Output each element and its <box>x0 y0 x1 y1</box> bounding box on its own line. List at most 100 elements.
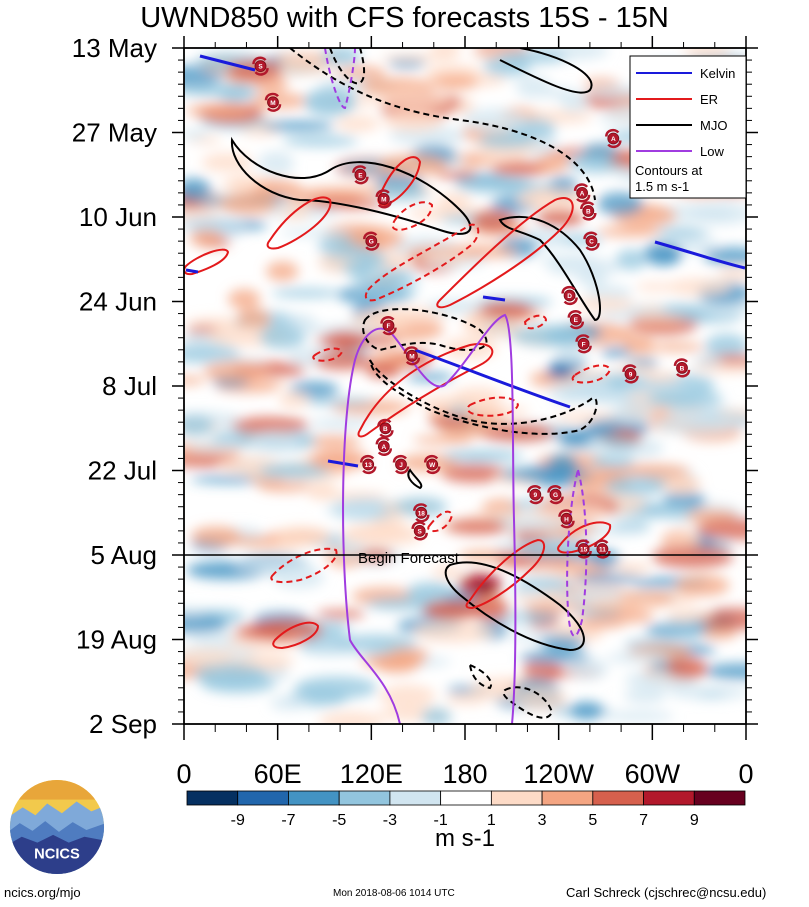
storm-label: E <box>574 317 579 324</box>
storm-label: B <box>680 365 685 372</box>
storm-label: 18 <box>418 510 426 517</box>
storm-symbol: E <box>567 310 585 330</box>
mjo-contour <box>502 686 554 719</box>
storm-label: S <box>418 528 423 535</box>
storm-symbol: H <box>558 509 575 529</box>
y-tick-label: 22 Jul <box>88 456 157 486</box>
x-tick-label: 180 <box>442 759 487 789</box>
filter-contours <box>184 48 746 724</box>
legend-box <box>629 55 747 199</box>
er-contour <box>272 621 320 650</box>
footer-site[interactable]: ncics.org/mjo <box>4 885 81 900</box>
y-tick-label: 2 Sep <box>89 709 157 739</box>
storm-symbol: 18 <box>413 503 430 523</box>
er-contour <box>266 196 332 250</box>
storm-label: B <box>383 426 388 433</box>
er-contour <box>427 510 454 533</box>
storm-symbol: M <box>403 346 421 366</box>
storm-symbol: B <box>673 358 691 378</box>
storm-symbol: M <box>375 189 393 209</box>
storm-label: M <box>381 196 386 203</box>
storm-symbol: A <box>573 183 591 203</box>
er-contour <box>391 201 434 232</box>
colorbar-label: 5 <box>588 812 597 829</box>
mjo-contour <box>362 308 488 352</box>
storm-symbol: 9 <box>527 485 544 505</box>
storm-label: 15 <box>580 547 588 554</box>
mjo-contour <box>499 48 593 94</box>
storm-label: H <box>564 516 569 523</box>
storm-symbol: D <box>561 285 578 306</box>
mjo-contour <box>468 663 493 690</box>
colorbar-swatch <box>186 790 239 806</box>
er-contour <box>436 197 574 309</box>
colorbar-label: -5 <box>332 812 346 829</box>
colorbar-label: -9 <box>231 812 245 829</box>
mjo-contour <box>329 48 366 85</box>
legend-label: Kelvin <box>700 66 735 81</box>
storm-label: G <box>553 492 558 499</box>
colorbar: -9 -7 -5 -3 -1 1 3 5 7 9 <box>186 790 746 829</box>
colorbar-label: 1 <box>487 812 496 829</box>
legend-label: MJO <box>700 118 727 133</box>
storm-label: E <box>358 172 363 179</box>
storm-symbol: B <box>377 418 394 438</box>
storm-symbol: F <box>575 334 592 354</box>
storm-label: D <box>567 293 572 300</box>
storm-symbol: F <box>380 316 397 336</box>
storm-symbol: A <box>605 128 622 149</box>
wind-anomaly-field <box>184 48 746 724</box>
storm-label: 9 <box>533 492 537 499</box>
storm-label: F <box>387 323 391 330</box>
x-tick-label: 0 <box>738 759 753 789</box>
storm-label: 11 <box>599 547 606 554</box>
colorbar-label: 3 <box>538 812 547 829</box>
storm-symbol: S <box>411 521 428 541</box>
storm-label: A <box>611 136 616 143</box>
mjo-contour <box>369 359 598 435</box>
colorbar-swatch <box>338 790 391 806</box>
x-tick-label: 0 <box>176 759 191 789</box>
storm-symbol: G <box>547 485 564 505</box>
colorbar-swatch <box>643 790 695 806</box>
storm-label: W <box>429 462 436 469</box>
kelvin-contour <box>414 348 571 409</box>
storm-symbols: S M A E A M B G C D E F F M 9 B B A 13 J W 9 G 18 H S 15 11 <box>252 56 691 559</box>
mjo-contour <box>444 561 585 652</box>
storm-label: A <box>381 444 386 451</box>
y-tick-label: 10 Jun <box>79 202 157 232</box>
storm-symbol: B <box>580 201 597 221</box>
x-tick-label: 120W <box>523 759 594 789</box>
colorbar-swatch <box>389 790 442 806</box>
y-tick-label: 27 May <box>72 118 157 148</box>
legend: Kelvin ER MJO Low Contours at1.5 m s-1 <box>629 55 747 199</box>
er-contour <box>523 314 548 330</box>
y-axis: 13 May 27 May 10 Jun 24 Jun 8 Jul 22 Jul 5 Aug… <box>72 33 758 739</box>
storm-label: G <box>369 239 374 246</box>
colorbar-swatch <box>288 790 340 806</box>
storm-label: M <box>270 100 275 107</box>
legend-label: ER <box>700 92 718 107</box>
er-contour <box>364 223 480 302</box>
colorbar-label: 7 <box>639 812 648 829</box>
y-tick-label: 24 Jun <box>79 287 157 317</box>
colorbar-swatch <box>490 790 543 806</box>
storm-symbol: M <box>264 92 282 112</box>
ncics-logo: NCICS <box>9 779 105 875</box>
x-tick-label: 60W <box>625 759 681 789</box>
storm-label: M <box>409 353 414 360</box>
storm-label: S <box>258 64 263 71</box>
storm-symbol: A <box>375 436 393 456</box>
forecast-label: Begin Forecast <box>358 550 460 567</box>
kelvin-contour <box>199 54 256 72</box>
chart-title: UWND850 with CFS forecasts 15S - 15N <box>140 2 669 34</box>
y-tick-label: 13 May <box>72 33 157 63</box>
storm-symbol: C <box>583 231 600 251</box>
storm-symbol: S <box>252 56 269 76</box>
mjo-contour <box>289 48 596 201</box>
storm-label: J <box>399 462 403 469</box>
storm-symbol: J <box>392 454 410 475</box>
storm-symbol: W <box>423 454 441 475</box>
kelvin-contour <box>185 268 199 274</box>
